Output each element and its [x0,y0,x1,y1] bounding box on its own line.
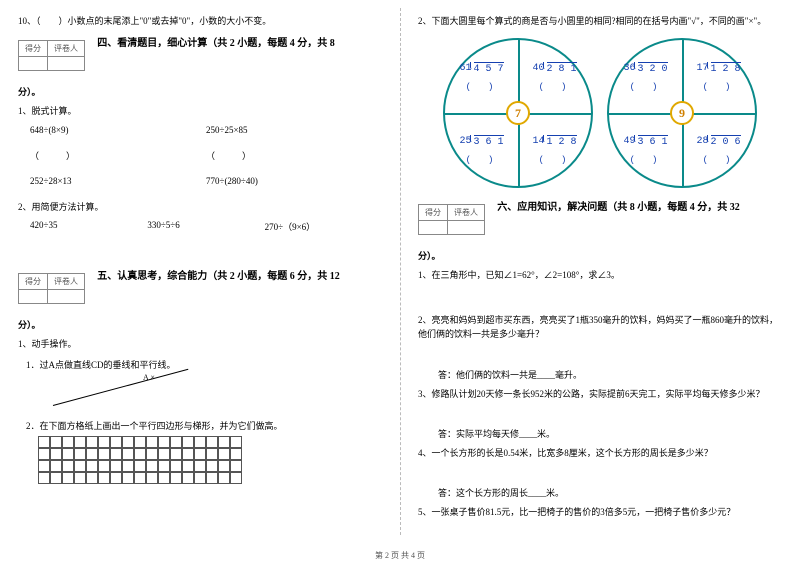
expr: 250÷25×85 [206,125,382,135]
right-column: 2、下面大圆里每个算式的商是否与小圆里的相同?相同的在括号内画"√"，不同的画"… [400,0,800,565]
section-6-title-tail: 分）。 [418,249,782,262]
circles-diagram: 7 614 5 7 ( ) 402 8 1 ( ) 253 6 1 ( ) 14… [418,38,782,188]
question-6-2: 2、亮亮和妈妈到超市买东西，亮亮买了1瓶350毫升的饮料，妈妈买了一瓶860毫升… [418,313,782,342]
paren: （ ） [30,149,206,162]
grader-cell [48,57,85,71]
section-4-title-tail: 分）。 [18,85,382,98]
circle-1-q-br: 141 2 8 ( ) [518,113,591,186]
calc-row-3: 420÷35 330÷5÷6 270÷（9×6） [30,220,382,233]
question-6-4: 4、一个长方形的长是0.54米，比宽多8厘米，这个长方形的周长是多少米？ [418,446,782,460]
circle-1-q-bl: 253 6 1 ( ) [445,113,518,186]
circle-1-center: 7 [506,101,530,125]
expr: 420÷35 [30,220,147,233]
answer-6-3: 答：实际平均每天修____米。 [438,427,782,440]
page-footer: 第 2 页 共 4 页 [0,550,800,561]
circle-2: 9 363 2 0 ( ) 171 2 8 ( ) 493 6 1 ( ) 28… [607,38,757,188]
left-column: 10、（ ）小数点的末尾添上"0"或去掉"0"，小数的大小不变。 得分 评卷人 … [0,0,400,565]
expr: 270÷（9×6） [265,220,382,233]
circle-2-q-tl: 363 2 0 ( ) [609,40,682,113]
calc-row-2: 252÷28×13 770÷(280÷40) [30,176,382,186]
paren-row-1: （ ） （ ） [30,149,382,162]
problem-5-1: 1、动手操作。 [18,337,382,351]
question-2: 2、下面大圆里每个算式的商是否与小圆里的相同?相同的在括号内画"√"，不同的画"… [418,14,782,28]
expr: 648÷(8×9) [30,125,206,135]
question-10: 10、（ ）小数点的末尾添上"0"或去掉"0"，小数的大小不变。 [18,14,382,28]
section-5-title-tail: 分）。 [18,318,382,331]
problem-5-1-sub1: 1．过A点做直线CD的垂线和平行线。 [26,358,382,371]
geometry-figure: A × [48,375,198,415]
answer-6-2: 答：他们俩的饮料一共是____毫升。 [438,368,782,381]
circle-2-q-bl: 493 6 1 ( ) [609,113,682,186]
calc-row-1: 648÷(8×9) 250÷25×85 [30,125,382,135]
grader-header: 评卷人 [448,205,485,221]
problem-1: 1、脱式计算。 [18,104,382,118]
score-header: 得分 [19,41,48,57]
circle-1: 7 614 5 7 ( ) 402 8 1 ( ) 253 6 1 ( ) 14… [443,38,593,188]
question-6-3: 3、修路队计划20天修一条长952米的公路，实际提前6天完工，实际平均每天修多少… [418,387,782,401]
line-cd [53,368,188,405]
paren: （ ） [206,149,382,162]
expr: 330÷5÷6 [147,220,264,233]
circle-1-q-tr: 402 8 1 ( ) [518,40,591,113]
problem-5-1-sub2: 2．在下面方格纸上画出一个平行四边形与梯形，并为它们做高。 [26,419,382,432]
score-box-5: 得分 评卷人 [18,273,85,304]
score-header: 得分 [419,205,448,221]
score-cell [19,57,48,71]
grader-header: 评卷人 [48,41,85,57]
question-6-5: 5、一张桌子售价81.5元，比一把椅子的售价的3倍多5元，一把椅子售价多少元？ [418,505,782,519]
circle-2-q-tr: 171 2 8 ( ) [682,40,755,113]
question-6-1: 1、在三角形中，已知∠1=62°，∠2=108°，求∠3。 [418,268,782,282]
expr: 770÷(280÷40) [206,176,382,186]
circle-1-q-tl: 614 5 7 ( ) [445,40,518,113]
expr: 252÷28×13 [30,176,206,186]
score-header: 得分 [19,274,48,290]
section-4-title: 四、看清题目，细心计算（共 2 小题，每题 4 分，共 8 [97,34,335,49]
score-box-6: 得分 评卷人 [418,204,485,235]
score-box-4: 得分 评卷人 [18,40,85,71]
circle-2-q-br: 282 0 6 ( ) [682,113,755,186]
grid-paper [38,436,382,484]
answer-6-4: 答：这个长方形的周长____米。 [438,486,782,499]
circle-2-center: 9 [670,101,694,125]
problem-2: 2、用简便方法计算。 [18,200,382,214]
section-5-title: 五、认真思考，综合能力（共 2 小题，每题 6 分，共 12 [97,267,340,282]
section-6-title: 六、应用知识，解决问题（共 8 小题，每题 4 分，共 32 [497,198,740,213]
column-divider [400,8,401,535]
grader-header: 评卷人 [48,274,85,290]
